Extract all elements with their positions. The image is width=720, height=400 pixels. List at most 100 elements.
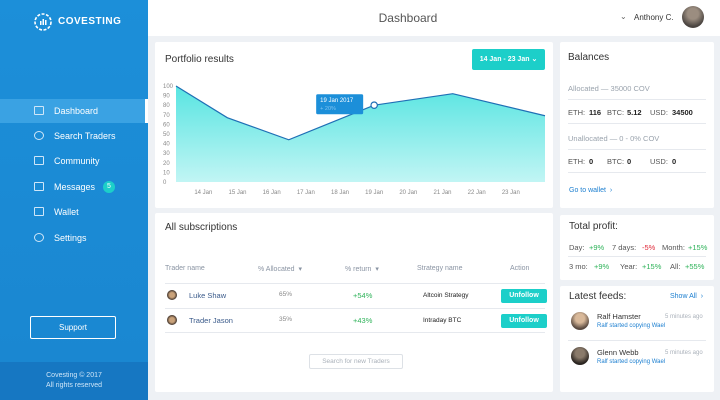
separator	[568, 340, 706, 341]
card-title: Portfolio results	[165, 54, 234, 65]
currency-label: USD:	[650, 108, 668, 117]
profit-value: +15%	[642, 262, 662, 271]
nav-item[interactable]: Search Traders	[54, 131, 116, 141]
x-tick-label: 20 Jan	[399, 190, 417, 196]
currency-label: ETH:	[568, 157, 586, 166]
chart: 0 10 20 30 40 50 60 70 80 90 100 14 Jan 15 Jan 16 Jan…	[163, 84, 546, 196]
y-tick-label: 60	[163, 122, 170, 128]
date-range-button[interactable]: 14 Jan - 23 Jan ⌄	[472, 49, 545, 70]
separator	[568, 123, 706, 124]
currency-label: ETH:	[568, 108, 586, 117]
card-title: All subscriptions	[165, 222, 238, 233]
x-tick-label: 18 Jan	[331, 190, 349, 196]
x-tick-label: 22 Jan	[468, 190, 486, 196]
profit-label: 7 days:	[612, 243, 637, 252]
row-separator	[165, 308, 545, 309]
currency-value: 34500	[672, 108, 693, 117]
profit-label: All:	[670, 262, 681, 271]
x-tick-label: 21 Jan	[433, 190, 451, 196]
tooltip	[316, 94, 364, 115]
y-tick-label: 20	[163, 161, 170, 167]
profit-label: Day:	[569, 243, 585, 252]
column-label: % return	[345, 266, 372, 273]
trader-name[interactable]: Trader Jason	[189, 316, 233, 325]
feed-time: 5 minutes ago	[665, 350, 703, 356]
y-tick-label: 30	[163, 151, 170, 157]
y-tick-label: 0	[163, 180, 167, 186]
nav-icon	[34, 182, 44, 191]
feed-text: Ralf started copying Wael	[597, 323, 666, 329]
card-title: Total profit:	[569, 221, 618, 232]
y-tick-label: 80	[163, 103, 170, 109]
column-label: % Allocated	[258, 266, 295, 273]
profit-value: +15%	[688, 243, 708, 252]
footer-text: Covesting © 2017	[46, 372, 102, 379]
x-tick-label: 19 Jan	[365, 190, 383, 196]
nav-item[interactable]: Dashboard	[54, 106, 99, 116]
profit-value: +55%	[685, 262, 705, 271]
separator	[568, 99, 706, 100]
active-indicator	[145, 99, 148, 123]
x-tick-label: 23 Jan	[502, 190, 520, 196]
subscriptions-card: All subscriptions Trader name % Allocate…	[155, 213, 553, 392]
nav-item[interactable]: Messages	[54, 182, 96, 192]
sidebar: COVESTING Dashboard Search Traders Commu…	[0, 0, 148, 400]
column-header: Trader name	[165, 265, 205, 272]
nav-item[interactable]: Community	[54, 156, 100, 166]
row-separator	[165, 332, 545, 333]
support-button[interactable]: Support	[30, 316, 116, 339]
feed-text: Ralf started copying Wael	[597, 359, 666, 365]
nav-icon	[34, 207, 44, 216]
profit-value: +9%	[594, 262, 610, 271]
footer-text: All rights reserved	[45, 382, 103, 389]
area	[176, 86, 545, 182]
separator	[568, 172, 706, 173]
column-header: Strategy name	[417, 265, 463, 272]
column-header[interactable]: % Allocated ▾	[258, 266, 302, 273]
profit-label: 3 mo:	[569, 262, 588, 271]
x-tick-label: 15 Jan	[228, 190, 246, 196]
currency-label: BTC:	[607, 157, 625, 166]
allocated: 35%	[279, 316, 293, 323]
feed-avatar	[571, 312, 589, 330]
x-tick-label: 17 Jan	[297, 190, 315, 196]
profit-value: +9%	[589, 243, 605, 252]
y-tick-label: 10	[163, 170, 170, 176]
unfollow-button[interactable]: Unfollow	[501, 314, 547, 328]
return: +43%	[353, 316, 373, 325]
feed-name[interactable]: Ralf Hamster	[597, 312, 641, 321]
card-title: Balances	[568, 52, 610, 63]
logo	[34, 13, 52, 31]
user-name[interactable]: Anthony C.	[634, 13, 674, 22]
active-item-bg	[0, 99, 148, 123]
nav-item[interactable]: Settings	[54, 233, 87, 243]
nav-icon	[34, 131, 44, 140]
link-text: Show All	[670, 293, 697, 300]
feed-avatar	[571, 347, 589, 365]
nav-item[interactable]: Wallet	[54, 207, 79, 217]
trader-name[interactable]: Luke Shaw	[189, 291, 227, 300]
currency-value: 5.12	[627, 108, 642, 117]
unfollow-button[interactable]: Unfollow	[501, 289, 547, 303]
unallocated-label: Unallocated — 0 - 0% COV	[568, 134, 660, 143]
show-all-link[interactable]: Show All ›	[670, 293, 704, 300]
strategy: Intraday BTC	[423, 317, 462, 324]
tooltip-detail: + 20%	[320, 106, 336, 112]
portfolio-card: Portfolio results 14 Jan - 23 Jan ⌄ 0 10 2…	[155, 42, 553, 208]
date-range: 14 Jan - 23 Jan	[479, 56, 530, 63]
currency-label: BTC:	[607, 108, 625, 117]
feed-name[interactable]: Glenn Webb	[597, 348, 639, 357]
feeds-card: Latest feeds: Show All › Ralf Hamster 5 …	[560, 286, 714, 392]
separator	[568, 256, 706, 257]
allocated: 65%	[279, 291, 293, 298]
user-avatar[interactable]	[682, 6, 704, 28]
column-header[interactable]: % return ▾	[345, 266, 379, 273]
sidebar-footer	[0, 362, 148, 400]
y-tick-label: 90	[163, 94, 170, 100]
search-input[interactable]: Search for new Traders	[309, 354, 403, 369]
currency-label: USD:	[650, 157, 668, 166]
trader-avatar	[167, 315, 177, 325]
profit-value: -5%	[642, 243, 656, 252]
wallet-link[interactable]: Go to wallet ›	[569, 187, 613, 194]
